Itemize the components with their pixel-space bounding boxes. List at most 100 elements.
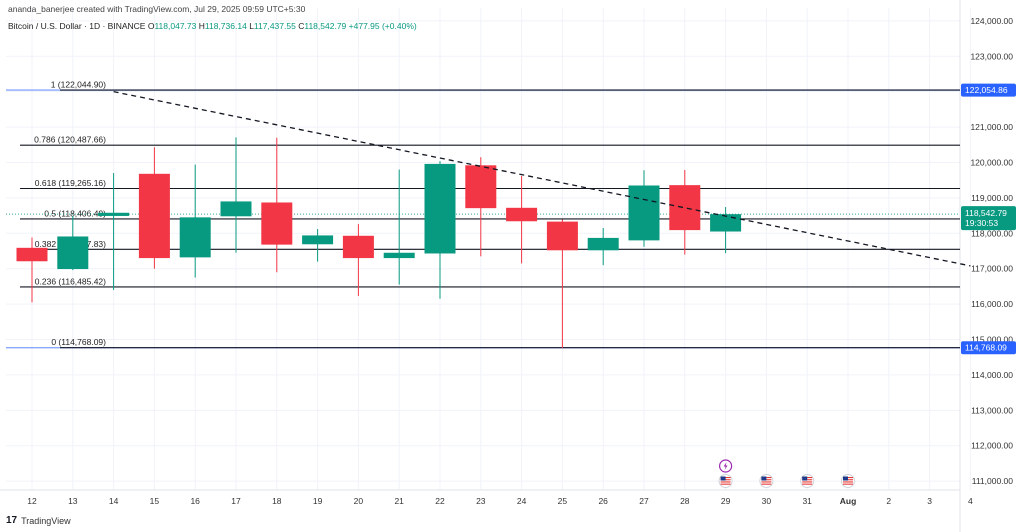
flag-stripe	[843, 481, 853, 483]
time-tick-label: 18	[272, 496, 282, 506]
candle[interactable]	[587, 227, 619, 266]
close-value: 118,542.79	[304, 21, 347, 31]
time-tick-label: 17	[231, 496, 241, 506]
high-label: H	[198, 21, 205, 31]
low-value: 117,437.55	[253, 21, 296, 31]
open-value: 118,047.73	[154, 21, 197, 31]
price-tick-label: 116,000.00	[971, 299, 1013, 309]
time-tick-label: 2	[886, 496, 891, 506]
price-axis[interactable]: 111,000.00 112,000.00 113,000.00 114,000.00…	[961, 16, 1016, 486]
us-flag-event-icon[interactable]	[800, 474, 815, 488]
flag-event-circle	[800, 474, 815, 488]
time-tick-label: 24	[517, 496, 527, 506]
chart-credit: ananda_banerjee created with TradingView…	[8, 4, 306, 14]
low-label: L	[249, 21, 254, 31]
time-tick-label: 30	[762, 496, 772, 506]
candle-body	[546, 221, 578, 251]
time-tick-label: 15	[150, 496, 160, 506]
dashed-trendline[interactable]	[113, 91, 971, 267]
time-tick-label: 21	[394, 496, 404, 506]
time-tick-label: 3	[927, 496, 932, 506]
candle-body	[465, 165, 497, 209]
candle[interactable]	[710, 207, 742, 254]
candle-body	[383, 252, 415, 259]
candle[interactable]	[220, 137, 252, 253]
price-tick-label: 111,000.00	[972, 476, 1014, 486]
candle-body	[138, 173, 170, 259]
us-flag-event-icon[interactable]	[759, 474, 774, 488]
symbol-title[interactable]: Bitcoin / U.S. Dollar · 1D · BINANCE	[8, 21, 146, 31]
trendline[interactable]	[113, 91, 971, 267]
candle[interactable]	[138, 147, 170, 269]
candle-body	[179, 217, 211, 258]
candle-body	[506, 207, 538, 222]
time-tick-label: 14	[109, 496, 119, 506]
last-price-tag[interactable]	[961, 206, 1016, 231]
flag-canton	[720, 476, 726, 481]
candle[interactable]	[506, 175, 538, 264]
time-tick-label: 16	[190, 496, 200, 506]
price-tick-label: 121,000.00	[970, 122, 1013, 132]
candle[interactable]	[342, 224, 374, 296]
price-tick-label: 113,000.00	[971, 405, 1013, 415]
flag-canton	[802, 476, 808, 481]
candle-body	[710, 214, 742, 232]
flag-stripe	[802, 483, 813, 485]
candle-body	[424, 163, 456, 254]
candle-body	[669, 185, 701, 231]
time-tick-label: Aug	[840, 496, 857, 506]
time-axis[interactable]: 12 13 14 15 16 17 18 19 20 21 22 23 24 25 26 27 28 29 30 31…	[27, 496, 973, 506]
candle[interactable]	[57, 215, 89, 271]
time-tick-label: 20	[354, 496, 364, 506]
tradingview-logo[interactable]: 17 TradingView	[6, 515, 71, 526]
candle[interactable]	[424, 161, 456, 299]
candle[interactable]	[98, 173, 130, 290]
price-tick-label: 124,000.00	[970, 16, 1013, 26]
time-tick-label: 12	[27, 496, 37, 506]
candle[interactable]	[261, 137, 293, 273]
candle[interactable]	[179, 164, 211, 278]
price-tick-label: 117,000.00	[971, 264, 1013, 274]
fib-price-tag[interactable]	[961, 341, 1016, 355]
price-tick-label: 120,000.00	[970, 157, 1013, 167]
time-tick-label: 13	[68, 496, 78, 506]
price-tick-label: 118,000.00	[971, 228, 1013, 238]
flag-event-circle	[759, 474, 774, 488]
close-label: C	[298, 21, 305, 31]
time-tick-label: 19	[313, 496, 323, 506]
candle[interactable]	[628, 170, 660, 247]
candle[interactable]	[383, 169, 415, 285]
us-flag-event-icon[interactable]	[718, 474, 733, 488]
fib-level-label: 0.786 (120,487.66)	[34, 135, 106, 145]
fib-level-label: 0 (114,768.09)	[51, 337, 106, 347]
time-tick-label: 22	[435, 496, 445, 506]
flag-event-circle	[718, 474, 733, 488]
time-tick-label: 26	[598, 496, 608, 506]
countdown-text: 19:30:53	[965, 218, 998, 228]
us-flag-event-icon[interactable]	[841, 474, 855, 488]
fib-level-label: 1 (122,044.90)	[51, 80, 106, 90]
candlestick-series[interactable]	[16, 137, 742, 349]
chart-grid	[0, 0, 971, 532]
candle[interactable]	[669, 169, 701, 255]
lightning-event-icon[interactable]	[718, 459, 733, 473]
change-value: +477.95 (+0.40%)	[348, 21, 417, 31]
fib-level-label: 0.5 (118,406.49)	[44, 208, 106, 218]
candle-body	[628, 185, 660, 241]
candle[interactable]	[302, 229, 334, 262]
flag-stripe	[843, 483, 853, 485]
time-tick-label: 31	[802, 496, 812, 506]
candle[interactable]	[546, 219, 578, 349]
candle[interactable]	[16, 237, 48, 303]
tradingview-logo-text: TradingView	[21, 515, 71, 526]
flag-stripe	[802, 481, 813, 483]
event-markers[interactable]	[718, 459, 855, 488]
fib-price-tag[interactable]	[961, 83, 1016, 97]
candle[interactable]	[465, 157, 497, 257]
candle-body	[98, 212, 130, 216]
time-tick-label: 4	[968, 496, 973, 506]
time-tick-label: 29	[721, 496, 731, 506]
candle-body	[302, 235, 334, 245]
candle-body	[57, 236, 89, 270]
